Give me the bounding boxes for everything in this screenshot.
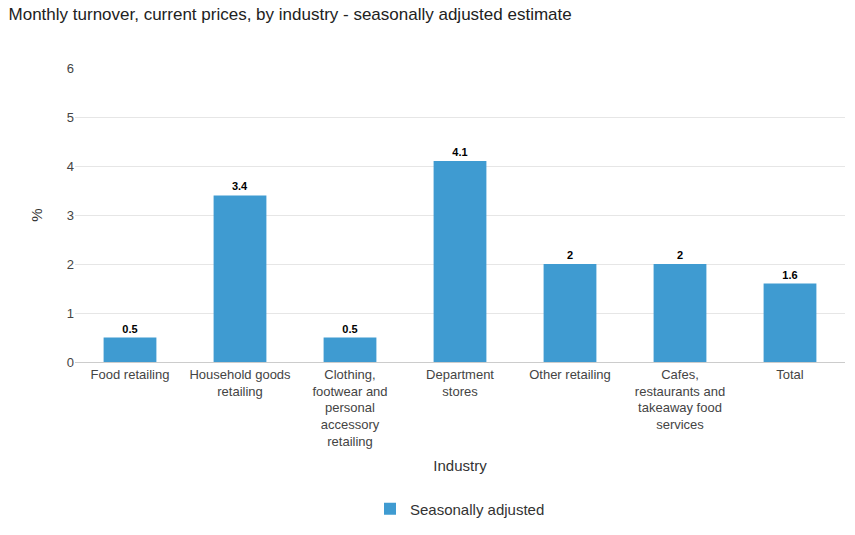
svg-text:Clothing,footwear andpersonala: Clothing,footwear andpersonalaccessoryre… [312,367,387,450]
svg-text:Household goodsretailing: Household goodsretailing [189,367,291,399]
svg-text:Food retailing: Food retailing [91,367,170,382]
svg-text:4: 4 [67,159,74,174]
svg-text:2: 2 [567,249,573,261]
svg-text:6: 6 [67,61,74,76]
svg-text:3.4: 3.4 [232,180,248,192]
svg-text:Total: Total [776,367,804,382]
svg-text:4.1: 4.1 [452,146,467,158]
svg-text:0.5: 0.5 [122,323,137,335]
svg-text:2: 2 [67,257,74,272]
svg-text:2: 2 [677,249,683,261]
svg-text:1: 1 [67,306,74,321]
svg-text:Departmentstores: Departmentstores [426,367,494,399]
svg-text:Industry: Industry [433,457,487,474]
svg-text:0.5: 0.5 [342,323,357,335]
svg-text:1.6: 1.6 [782,269,797,281]
svg-text:5: 5 [67,110,74,125]
svg-text:Other retailing: Other retailing [529,367,611,382]
svg-text:0: 0 [67,355,74,370]
svg-text:%: % [28,208,45,221]
svg-text:3: 3 [67,208,74,223]
svg-text:Cafes,restaurants andtakeaway: Cafes,restaurants andtakeaway foodservic… [635,367,725,433]
svg-text:Monthly turnover, current pric: Monthly turnover, current prices, by ind… [9,5,572,24]
svg-text:Seasonally adjusted: Seasonally adjusted [410,501,544,518]
